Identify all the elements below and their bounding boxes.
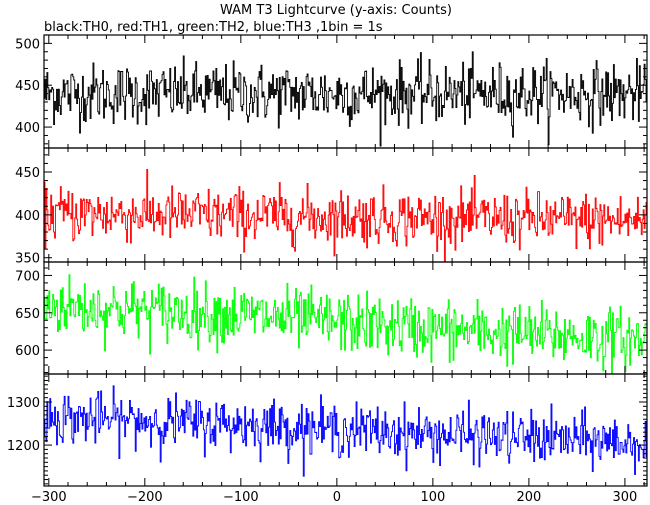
- y-tick-label: 400: [15, 121, 40, 136]
- panel-th3: 1200 1300: [7, 373, 648, 487]
- panel-frame: [43, 147, 648, 263]
- series-line-th2: [44, 274, 647, 374]
- series-line-th3: [44, 385, 647, 477]
- panel-frame: [43, 373, 648, 487]
- chart-title: WAM T3 Lightcurve (y-axis: Counts): [220, 3, 452, 18]
- y-tick-label: 700: [15, 269, 40, 284]
- x-tick-label: 300: [613, 490, 638, 505]
- x-tick-label: 0: [333, 490, 341, 505]
- y-tick-label: 650: [15, 307, 40, 322]
- y-tick-label: 1300: [7, 396, 40, 411]
- x-tick-label: 200: [516, 490, 541, 505]
- x-tick-label: 100: [420, 490, 445, 505]
- panel-th2: 600 650 700: [15, 261, 648, 375]
- x-tick-label: −200: [127, 490, 163, 505]
- x-tick-label: −300: [31, 490, 67, 505]
- y-tick-label: 400: [15, 209, 40, 224]
- y-tick-label: 450: [15, 79, 40, 94]
- y-tick-label: 500: [15, 37, 40, 52]
- panels-group: 400 450 500 350 400 450 600 650 700 1200 1300: [7, 34, 648, 487]
- series-line-th1: [44, 169, 647, 262]
- chart-subtitle: black:TH0, red:TH1, green:TH2, blue:TH3 …: [44, 20, 383, 35]
- x-axis: −300 −200 −100 0 100 200 300: [31, 490, 637, 505]
- y-tick-label: 600: [15, 344, 40, 359]
- y-tick-label: 350: [15, 252, 40, 267]
- panel-th0: 400 450 500: [15, 34, 648, 149]
- y-tick-label: 450: [15, 166, 40, 181]
- panel-th1: 350 400 450: [15, 147, 648, 267]
- y-tick-label: 1200: [7, 439, 40, 454]
- panel-frame: [43, 34, 648, 149]
- series-line-th0: [44, 51, 647, 147]
- x-tick-label: −100: [223, 490, 259, 505]
